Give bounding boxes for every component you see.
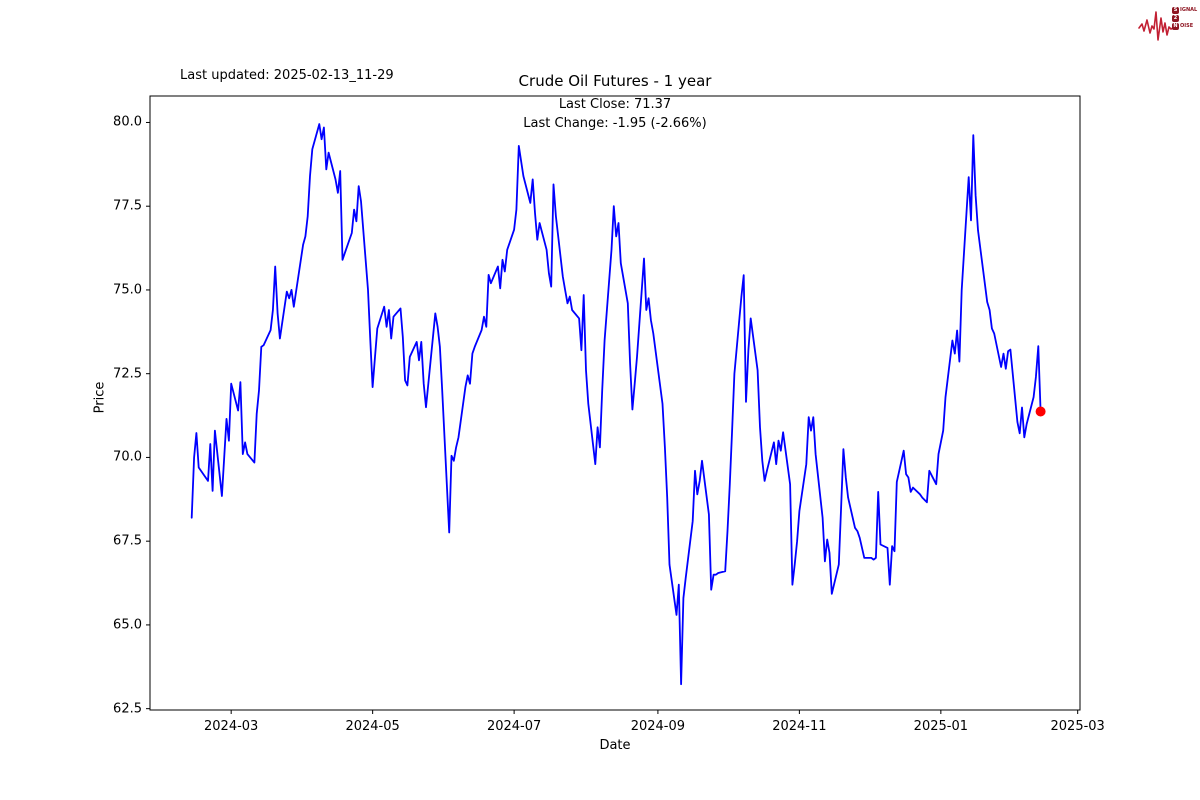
logo-text: S IGNAL 2 N OISE bbox=[1172, 6, 1197, 30]
y-tick-label: 62.5 bbox=[113, 701, 142, 717]
logo-row-2: 2 bbox=[1172, 14, 1197, 22]
chart-title: Crude Oil Futures - 1 year bbox=[518, 72, 712, 90]
x-tick-label: 2025-01 bbox=[913, 719, 969, 734]
last-close-annotation: Last Close: 71.37 bbox=[558, 97, 672, 112]
y-tick-label: 70.0 bbox=[113, 449, 142, 465]
y-tick-label: 77.5 bbox=[113, 198, 142, 214]
x-tick-label: 2024-09 bbox=[630, 719, 686, 734]
y-tick-label: 72.5 bbox=[113, 366, 142, 382]
last-price-marker bbox=[1035, 406, 1046, 417]
logo-row-noise: N OISE bbox=[1172, 22, 1194, 30]
logo-box-s: S bbox=[1172, 6, 1179, 14]
x-tick-label: 2024-05 bbox=[345, 719, 400, 734]
x-tick-label: 2025-03 bbox=[1050, 719, 1105, 734]
signal2noise-logo bbox=[1138, 11, 1174, 41]
last-updated-text: Last updated: 2025-02-13_11-29 bbox=[180, 68, 394, 83]
x-tick-label: 2024-11 bbox=[772, 719, 827, 734]
last-change-annotation: Last Change: -1.95 (-2.66%) bbox=[523, 116, 707, 131]
logo-box-n: N bbox=[1172, 22, 1179, 30]
waveform-icon bbox=[1138, 11, 1174, 41]
y-tick-label: 80.0 bbox=[113, 114, 142, 130]
y-tick-label: 67.5 bbox=[113, 533, 142, 549]
logo-box-2: 2 bbox=[1172, 14, 1179, 22]
y-tick-label: 75.0 bbox=[113, 282, 142, 298]
logo-row-signal: S IGNAL bbox=[1172, 6, 1198, 14]
y-tick-label: 65.0 bbox=[113, 617, 142, 633]
x-axis-label: Date bbox=[599, 738, 631, 753]
x-tick-label: 2024-07 bbox=[486, 719, 542, 734]
price-line bbox=[190, 123, 1042, 686]
plot-border bbox=[149, 95, 1081, 711]
x-tick-label: 2024-03 bbox=[204, 719, 259, 734]
